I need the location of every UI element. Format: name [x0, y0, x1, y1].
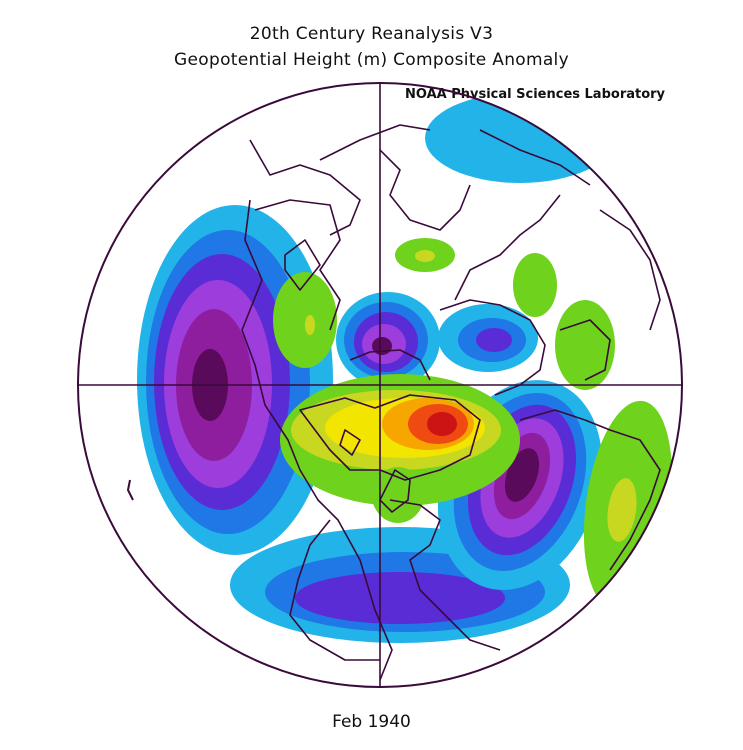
- anomaly-field: [137, 93, 673, 643]
- positive-anomaly-central: [280, 374, 520, 523]
- map-boundary: [77, 82, 683, 688]
- negative-anomaly-siberia: [438, 304, 538, 372]
- coastlines: [127, 124, 661, 681]
- credit-label: NOAA Physical Sciences Laboratory: [405, 87, 666, 102]
- negative-anomaly-north: [425, 93, 615, 183]
- negative-anomaly-polar: [336, 292, 440, 388]
- map-subtitle: Geopotential Height (m) Composite Anomal…: [174, 50, 569, 70]
- negative-anomaly-pacific: [137, 205, 333, 555]
- date-label: Feb 1940: [332, 712, 411, 732]
- graticule: [78, 83, 682, 687]
- negative-anomaly-europe: [437, 380, 603, 590]
- map-title: 20th Century Reanalysis V3: [249, 24, 494, 44]
